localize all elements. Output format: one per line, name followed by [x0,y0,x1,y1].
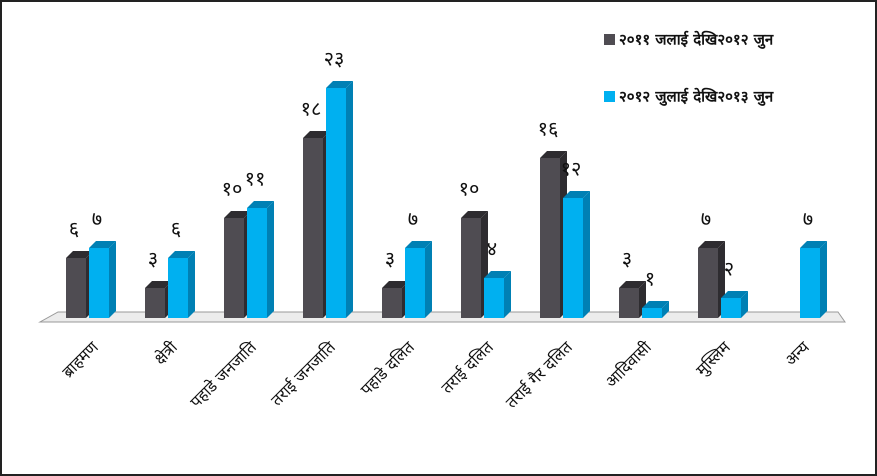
bar-side [267,201,274,318]
data-label: ३ [385,247,395,271]
bar-top [224,211,251,218]
bar-top [66,251,93,258]
bar-top [619,281,646,288]
bar-side [109,241,116,318]
legend-swatch [604,34,615,45]
bar-top [563,191,590,198]
data-label: १८ [301,97,322,121]
data-label: १ [645,267,655,291]
bar [382,288,402,318]
bar-side [583,191,590,318]
bar-top [540,151,567,158]
bar [721,298,741,318]
data-label: ३ [148,247,158,271]
bar [66,258,86,318]
bar-side [504,271,511,318]
bar-side [346,81,353,318]
data-label: १२ [561,157,582,181]
bar [145,288,165,318]
bar [698,248,718,318]
bar [642,308,662,318]
bar [800,248,820,318]
data-label: ७ [92,207,102,231]
data-label: १६ [538,117,559,141]
data-label: १० [459,177,480,201]
data-label: ६ [69,217,79,241]
legend-label: २०११ जलाई देखि२०१२ जुन [619,31,774,50]
legend-swatch [604,91,615,102]
data-label: ११ [245,167,266,191]
bar-top [382,281,409,288]
bar [540,158,560,318]
bar [563,198,583,318]
bar-top [721,291,748,298]
data-label: ७ [408,207,418,231]
data-label: ७ [701,207,711,231]
bar-side [188,251,195,318]
data-label: ७ [803,207,813,231]
bar [224,218,244,318]
bar-side [425,241,432,318]
bar [484,278,504,318]
data-label: २३ [324,47,345,71]
bar-top [303,131,330,138]
bar [303,138,323,318]
bar [247,208,267,318]
bar-top [405,241,432,248]
data-label: ४ [487,237,497,261]
data-label: ६ [171,217,181,241]
bar-top [89,241,116,248]
data-label: ३ [622,247,632,271]
bar-top [642,301,669,308]
bar-top [698,241,725,248]
bar [89,248,109,318]
data-label: १० [222,177,243,201]
bar-top [145,281,172,288]
bar-side [662,301,669,318]
bar-side [820,241,827,318]
bar-top [800,241,827,248]
bar [326,88,346,318]
bar-top [247,201,274,208]
bar [405,248,425,318]
bar [168,258,188,318]
legend-label: २०१२ जुलाई देखि२०१३ जुन [619,88,774,107]
bar-top [326,81,353,88]
bar [461,218,481,318]
bar [619,288,639,318]
bar-top [484,271,511,278]
bar-top [168,251,195,258]
data-label: २ [724,257,734,281]
bar-side [741,291,748,318]
bar-top [461,211,488,218]
